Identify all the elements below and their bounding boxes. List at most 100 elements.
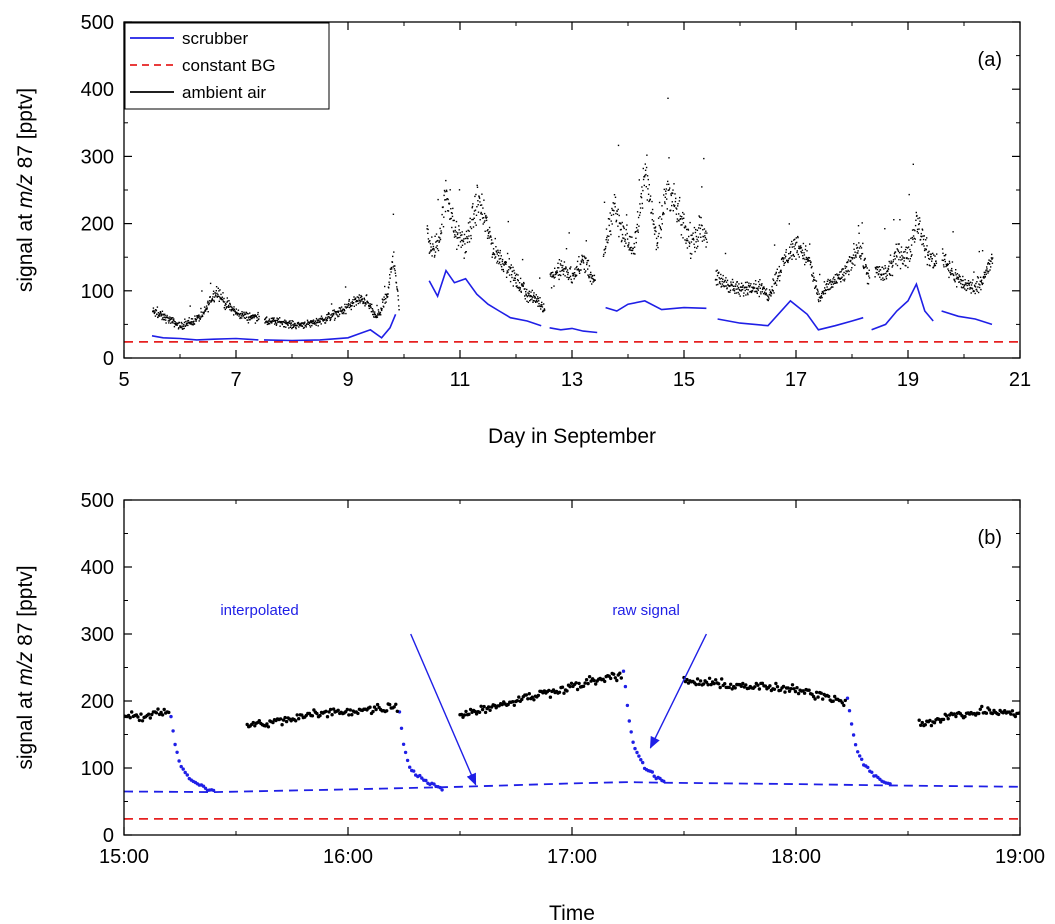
- panel-a-ambient-dot: [579, 269, 581, 271]
- panel-a-ambient-dot: [876, 272, 878, 274]
- panel-b-raw-signal-dot: [641, 760, 645, 765]
- panel-a-ambient-dot: [511, 270, 514, 273]
- panel-a-ambient-dot: [966, 284, 968, 287]
- panel-a-ambient-dot: [936, 253, 938, 255]
- panel-a-ambient-dot: [978, 286, 981, 289]
- panel-a-ambient-dot: [555, 271, 557, 273]
- panel-a-ambient-dot: [696, 238, 698, 241]
- panel-a-ambient-dot: [926, 237, 928, 239]
- panel-a-ambient-dot: [721, 285, 723, 287]
- panel-a-ambient-dot: [520, 290, 522, 292]
- panel-a-ambient-dot: [310, 320, 312, 322]
- panel-a-ambient-dot: [376, 316, 379, 318]
- panel-a-ambient-dot: [988, 270, 990, 273]
- panel-a-ambient-dot: [668, 183, 670, 185]
- panel-b-ambient-dot: [980, 704, 984, 709]
- panel-b-ambient-dot: [348, 708, 352, 712]
- panel-a-ambient-dot: [627, 244, 629, 247]
- panel-a-ambient-dot: [290, 324, 292, 327]
- panel-a-ambient-dot: [525, 294, 527, 296]
- panel-a-ambient-dot: [323, 319, 326, 321]
- panel-a-ambient-dot: [608, 235, 610, 237]
- panel-a-ambient-dot: [254, 314, 256, 316]
- panel-b-ambient-dot: [987, 708, 992, 712]
- panel-a-ambient-dot: [456, 237, 458, 239]
- panel-a-ambient-dot: [688, 235, 690, 238]
- panel-a-ambient-dot: [554, 267, 556, 269]
- panel-a-ambient-dot: [726, 287, 728, 289]
- panel-a-ambient-dot: [658, 232, 660, 235]
- panel-a-ambient-dot: [621, 239, 623, 242]
- panel-a-ambient-dot: [823, 290, 825, 292]
- panel-a-ambient-dot: [460, 246, 462, 248]
- panel-a-ambient-dot: [433, 249, 435, 251]
- panel-a-ambient-dot: [316, 321, 319, 324]
- panel-a-ambient-dot: [457, 237, 459, 239]
- panel-a-ambient-dot: [916, 228, 919, 231]
- panel-a-ambient-dot: [509, 266, 511, 268]
- panel-a-ambient-dot: [488, 226, 491, 229]
- panel-a-ambient-dot: [203, 311, 205, 313]
- panel-a-ambient-dot: [584, 271, 586, 274]
- panel-b-x-tick-label: 16:00: [323, 846, 373, 868]
- panel-a-ambient-dot: [500, 263, 502, 266]
- panel-b-ambient-dot: [347, 713, 351, 717]
- panel-a-ambient-dot: [205, 307, 207, 309]
- panel-b-raw-signal-dot: [424, 778, 428, 783]
- panel-b-raw-signal-dot: [870, 770, 874, 774]
- panel-a-ambient-dot: [443, 189, 446, 192]
- panel-a-ambient-dot: [847, 269, 849, 272]
- panel-a-ambient-dot: [288, 322, 290, 324]
- panel-a-ambient-dot: [488, 237, 490, 239]
- panel-b-ambient-dot: [984, 711, 989, 715]
- panel-a-ambient-dot: [254, 322, 257, 324]
- panel-a-ambient-dot: [445, 199, 447, 201]
- panel-a-ambient-dot: [368, 304, 370, 307]
- panel-a-ambient-dot: [778, 265, 780, 268]
- panel-a-ambient-dot: [281, 323, 284, 326]
- panel-a-ambient-dot: [605, 239, 607, 241]
- panel-a-ambient-dot: [934, 264, 937, 267]
- panel-a-ambient-dot: [465, 230, 468, 233]
- panel-a-ambient-dot: [900, 246, 903, 248]
- panel-a-ambient-dot: [454, 229, 456, 232]
- panel-b-ambient-dot: [712, 681, 716, 686]
- panel-a-ambient-dot: [731, 278, 734, 281]
- panel-b-ambient-dot: [821, 697, 825, 701]
- panel-a-ambient-dot: [948, 260, 951, 263]
- panel-a-ambient-dot: [975, 282, 977, 285]
- panel-a-ambient-dot: [204, 309, 206, 311]
- panel-a-ambient-dot: [917, 223, 920, 226]
- panel-a-ambient-dot: [307, 323, 310, 325]
- panel-a-ambient-dot: [169, 318, 172, 320]
- panel-b-raw-signal-dot: [652, 774, 656, 778]
- panel-a-ambient-dot: [835, 281, 838, 283]
- panel-a-ambient-dot: [748, 282, 750, 284]
- panel-b-ambient-dot: [919, 723, 923, 727]
- panel-a-ambient-dot: [985, 269, 987, 271]
- panel-a-ambient-dot: [442, 226, 445, 228]
- panel-a-ambient-dot: [474, 209, 477, 211]
- panel-b-y-axis-title-part: m/z: [14, 651, 37, 685]
- panel-a-ambient-dot: [792, 243, 794, 245]
- panel-a-ambient-dot: [358, 300, 361, 302]
- panel-a-ambient-dot: [701, 240, 704, 242]
- panel-b-ambient-dot: [167, 710, 171, 715]
- panel-a-ambient-dot: [504, 262, 507, 264]
- panel-a-ambient-dot: [918, 228, 920, 230]
- panel-a-ambient-dot: [289, 326, 292, 328]
- panel-a-ambient-dot: [605, 228, 608, 230]
- panel-a-ambient-dot: [589, 273, 591, 276]
- panel-a-ambient-dot: [889, 262, 891, 264]
- panel-a-ambient-dot: [796, 250, 798, 252]
- panel-a-ambient-dot: [572, 272, 575, 275]
- panel-a-ambient-dot: [932, 252, 934, 255]
- panel-a-ambient-dot: [902, 256, 904, 258]
- panel-a-ambient-dot: [724, 279, 726, 282]
- panel-a-ambient-dot: [345, 306, 348, 308]
- panel-b-ambient-dot: [388, 702, 392, 707]
- panel-b-x-tick-label: 15:00: [99, 846, 149, 868]
- panel-a-ambient-dot: [693, 239, 695, 241]
- panel-b-ambient-dot: [615, 678, 619, 683]
- panel-b-raw-signal-dot: [851, 733, 856, 737]
